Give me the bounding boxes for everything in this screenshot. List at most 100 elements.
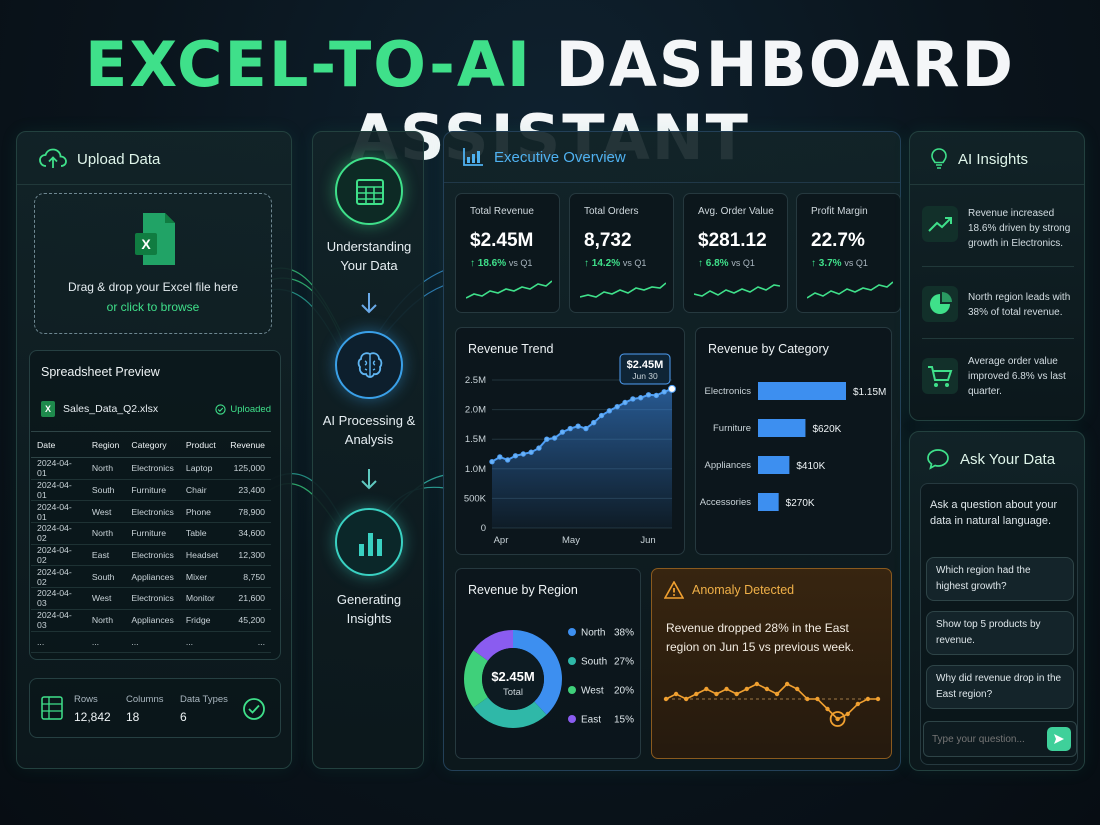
data-point: [598, 412, 605, 419]
kpi-change: ↑ 3.7% vs Q1: [811, 258, 868, 269]
table-cell: ...: [125, 631, 180, 654]
lightbulb-icon: [931, 148, 947, 169]
kpi-total-orders: Total Orders 8,732 ↑ 14.2% vs Q1: [569, 193, 674, 313]
ai-insights-panel: AI Insights Revenue increased 18.6% driv…: [909, 131, 1085, 421]
kpi-avg-order-value: Avg. Order Value $281.12 ↑ 6.8% vs Q1: [683, 193, 788, 313]
excel-file-icon: X: [41, 401, 55, 417]
suggestion-chip[interactable]: Show top 5 products by revenue.: [926, 611, 1074, 655]
anomaly-point: [795, 686, 800, 692]
revenue-by-category-card: Revenue by Category Electronics $1.15M Fur…: [695, 327, 892, 555]
table-cell: Electronics: [125, 457, 180, 480]
table-cell: Laptop: [179, 457, 225, 480]
table-cell: 12,300: [224, 544, 271, 567]
table-cell: 2024-04-01: [31, 457, 86, 480]
category-bar: [758, 493, 779, 511]
insight-divider: [922, 266, 1074, 267]
chart-title: Revenue Trend: [468, 342, 554, 356]
y-tick-label: 0: [481, 523, 486, 534]
arrow-up-icon: ↑: [698, 258, 706, 269]
anomaly-point: [673, 691, 679, 697]
file-name: Sales_Data_Q2.xlsx: [63, 403, 159, 415]
file-row: X Sales_Data_Q2.xlsx Uploaded: [41, 401, 271, 417]
spreadsheet-preview: Spreadsheet Preview X Sales_Data_Q2.xlsx…: [29, 350, 281, 660]
category-label: Furniture: [713, 423, 751, 434]
category-bar: [758, 419, 806, 437]
arrow-up-icon: ↑: [811, 258, 819, 269]
check-circle-icon: [215, 403, 226, 415]
donut-center-label: Total: [503, 687, 523, 698]
kpi-sparkline: [807, 281, 893, 299]
data-point: [591, 419, 597, 426]
table-body: 2024-04-01 North Electronics Laptop 125,000 2…: [31, 457, 271, 654]
kpi-label: Profit Margin: [811, 206, 868, 217]
data-point: [504, 457, 511, 463]
overview-heading-label: Executive Overview: [494, 148, 626, 166]
data-point: [536, 445, 542, 451]
table-cell: South: [85, 479, 126, 502]
anomaly-marker: [829, 711, 846, 727]
y-tick-label: 1.5M: [465, 434, 486, 445]
data-structure-icon: [41, 696, 63, 720]
table-row: 2024-04-01 West Electronics Phone 78,900: [31, 500, 271, 524]
browse-link[interactable]: or click to browse: [106, 300, 200, 314]
category-label: Appliances: [705, 460, 752, 471]
data-point: [583, 425, 589, 432]
table-cell: Fridge: [179, 609, 225, 632]
table-cell: Table: [179, 522, 225, 545]
bar-value-label: $620K: [812, 424, 841, 435]
table-cell: Headset: [179, 544, 225, 567]
table-cell: Electronics: [125, 544, 180, 567]
col-header: Category: [125, 431, 180, 458]
step-label-1: Understanding Your Data: [326, 239, 412, 273]
title-accent: EXCEL-TO-AI: [85, 28, 532, 101]
kpi-vs: vs Q1: [508, 258, 533, 268]
anomaly-point: [774, 691, 780, 697]
file-dropzone[interactable]: X Drag & drop your Excel file here or cl…: [34, 193, 272, 334]
bar-chart-icon: [359, 533, 382, 556]
chart-title: Revenue by Region: [468, 583, 578, 597]
anomaly-heading: Anomaly Detected: [664, 581, 794, 599]
insights-heading: AI Insights: [930, 148, 1028, 170]
legend-swatch: [568, 657, 576, 665]
kpi-value: $2.45M: [470, 230, 534, 251]
step-understanding: [335, 157, 403, 225]
rows-value: 12,842: [74, 710, 111, 724]
send-button[interactable]: [1047, 727, 1071, 751]
data-point: [653, 392, 660, 399]
kpi-change: ↑ 18.6% vs Q1: [470, 258, 532, 269]
table-row: 2024-04-02 East Electronics Headset 12,300: [31, 544, 271, 567]
kpi-value: 8,732: [584, 230, 632, 251]
x-tick-label: Jun: [640, 535, 655, 546]
anomaly-point: [825, 706, 830, 712]
kpi-sparkline: [580, 282, 666, 298]
kpi-value: 22.7%: [811, 230, 865, 251]
types-stat: Data Types 6: [180, 694, 228, 724]
table-cell: 2024-04-03: [31, 609, 86, 632]
kpi-sparkline: [466, 280, 552, 299]
anomaly-card: Anomaly Detected Revenue dropped 28% in …: [651, 568, 892, 759]
columns-label: Columns: [126, 694, 164, 705]
table-cell: 8,750: [224, 565, 271, 589]
executive-overview-panel: Executive Overview Total Revenue $2.45M …: [443, 131, 901, 771]
arrow-up-icon: ↑: [470, 258, 478, 269]
suggestion-chip[interactable]: Why did revenue drop in the East region?: [926, 665, 1074, 709]
anomaly-point: [734, 691, 739, 697]
table-row: 2024-04-02 South Appliances Mixer 8,750: [31, 565, 271, 589]
anomaly-point: [875, 696, 881, 702]
legend-swatch: [568, 715, 576, 723]
preview-table: Date Region Category Product Revenue 202…: [31, 431, 271, 654]
kpi-change-value: 6.8%: [705, 258, 729, 269]
ask-your-data-panel: Ask Your Data Ask a question about your …: [909, 431, 1085, 771]
table-cell: 2024-04-01: [31, 479, 86, 502]
table-cell: East: [85, 544, 126, 567]
revenue-trend-chart: 2.5M 2.0M 1.5M 1.0M 500K 0 Apr May Jun $2.45MJun …: [464, 353, 676, 546]
col-header: Date: [31, 431, 86, 458]
suggestion-chip[interactable]: Which region had the highest growth?: [926, 557, 1074, 601]
table-cell: 21,600: [224, 587, 271, 610]
ask-heading: Ask Your Data: [926, 448, 1055, 470]
table-row: 2024-04-01 North Electronics Laptop 125,000: [31, 457, 271, 480]
table-cell: North: [85, 522, 126, 545]
kpi-change: ↑ 14.2% vs Q1: [584, 258, 646, 269]
table-cell: Electronics: [125, 587, 180, 610]
table-cell: Chair: [179, 479, 225, 502]
